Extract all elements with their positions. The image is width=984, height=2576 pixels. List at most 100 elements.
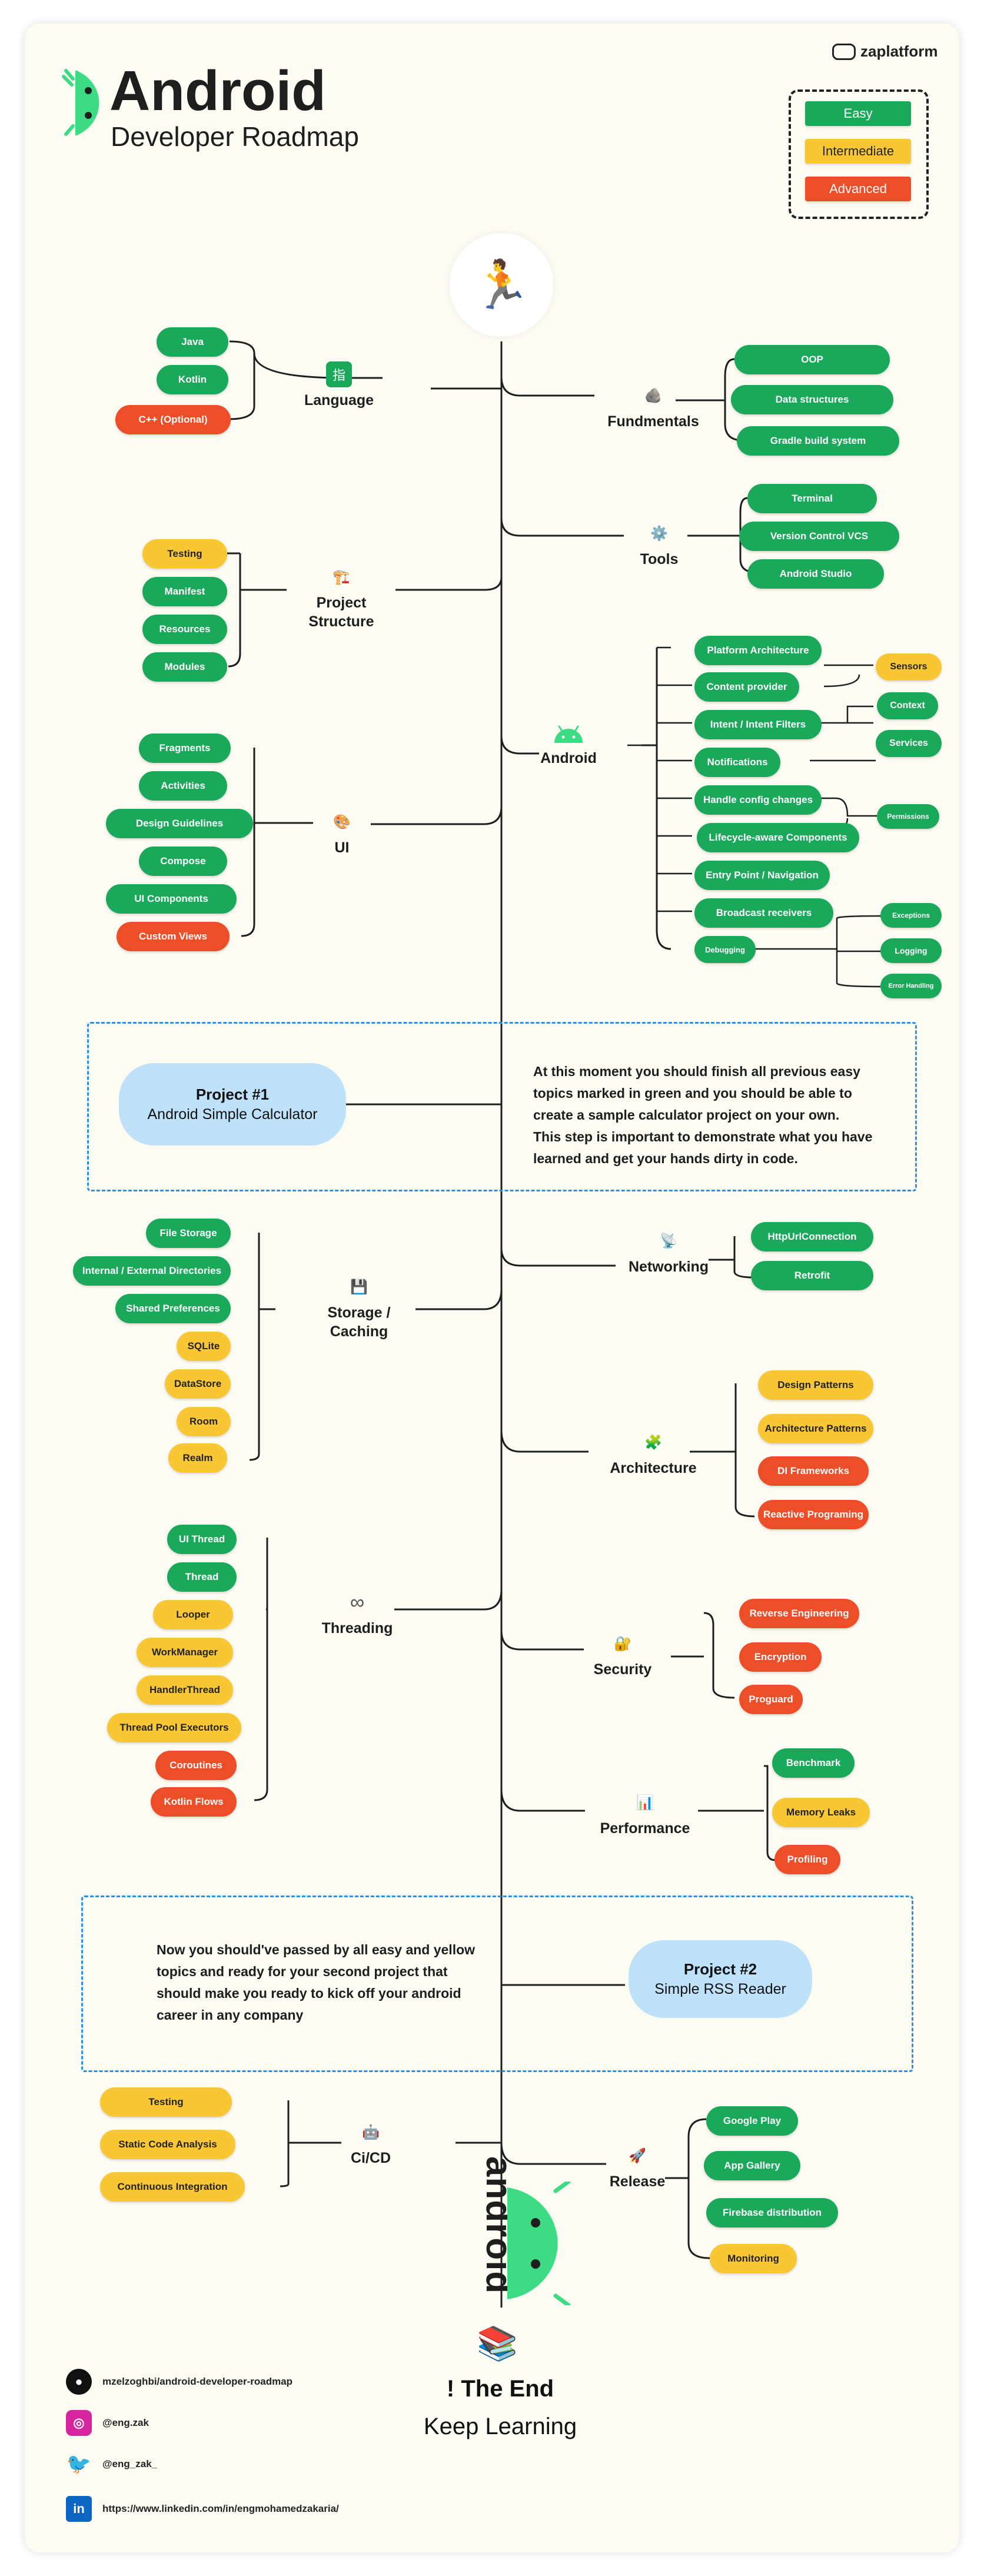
project-2-line: Now you should've passed by all easy and… [157,1942,476,1957]
project-1-pill: Project #1 Android Simple Calculator [119,1063,346,1146]
floppy-icon: 💾 [350,1279,368,1295]
ui-item: Design Guidelines [106,809,253,838]
release-label: Release [609,2173,666,2190]
architecture-item: Architecture Patterns [758,1414,873,1443]
threading-item: Coroutines [155,1751,237,1780]
github-link[interactable]: mzelzoghbi/android-developer-roadmap [102,2376,293,2387]
tools-label: Tools [640,551,679,567]
fundamentals-item: Data structures [731,385,893,414]
security-item: Reverse Engineering [739,1599,859,1628]
threading-item: Thread Pool Executors [107,1713,241,1742]
android-item: Handle config changes [694,785,822,815]
cicd-label: Ci/CD [350,2150,391,2166]
brand-logo: zaplatform [832,42,938,61]
tools-item: Android Studio [747,559,884,589]
fundamentals-label: Fundmentals [607,413,699,430]
project-structure-item: Modules [142,652,227,682]
footer-twitter[interactable]: 🐦 @eng_zak_ [66,2451,157,2477]
project-structure-label-2: Structure [308,613,374,630]
storage-item: Realm [168,1443,227,1473]
books-icon: 📚 [477,2325,518,2362]
debugging-item: Exceptions [880,903,942,928]
project-1-line: topics marked in green and you should be… [533,1085,852,1101]
architecture-item: DI Frameworks [758,1456,869,1486]
android-item: Platform Architecture [694,636,822,665]
page-subtitle: Developer Roadmap [111,121,359,152]
cicd-item: Static Code Analysis [100,2130,235,2159]
project-structure-label-1: Project [316,595,367,611]
release-item: Monitoring [710,2244,797,2273]
project-2-title: Project #2 [683,1960,757,1978]
project-1-text: At this moment you should finish all pre… [533,1061,898,1170]
performance-item: Memory Leaks [772,1798,870,1827]
palette-icon: 🎨 [333,814,351,830]
satellite-icon: 📡 [660,1233,677,1249]
storage-label-2: Caching [330,1323,388,1340]
linkedin-link[interactable]: https://www.linkedin.com/in/engmohamedza… [102,2503,339,2514]
project-1-line: create a sample calculator project on yo… [533,1107,840,1123]
cicd-item: Continuous Integration [100,2172,245,2202]
networking-item: Retrofit [751,1261,873,1290]
android-logo [59,65,115,141]
github-icon: ● [66,2369,92,2395]
android-label: Android [540,750,597,766]
instagram-link[interactable]: @eng.zak [102,2417,149,2428]
end-title: ! The End [446,2376,554,2402]
debugging-item: Logging [880,938,942,963]
project-structure-item: Testing [142,539,227,569]
project-1-subtitle: Android Simple Calculator [147,1106,318,1123]
node-architecture: 🧩 Architecture [589,1429,718,1478]
footer-github[interactable]: ● mzelzoghbi/android-developer-roadmap [66,2369,292,2395]
robot-icon: 🤖 [362,2124,380,2140]
node-ui: 🎨 UI [310,809,374,857]
threading-item: UI Thread [167,1525,237,1554]
project-1-line: This step is important to demonstrate wh… [533,1129,873,1144]
node-performance: 📊 Performance [586,1790,704,1838]
footer-instagram[interactable]: ◎ @eng.zak [66,2410,149,2436]
footer-linkedin[interactable]: in https://www.linkedin.com/in/engmohame… [66,2496,339,2522]
controller-icon [832,43,856,60]
node-security: 🔐 Security [580,1631,665,1679]
rocket-icon: 🚀 [629,2147,646,2164]
node-networking: 📡 Networking [616,1228,722,1276]
android-item: Entry Point / Navigation [694,861,830,890]
storage-item: SQLite [177,1332,231,1361]
android-icon [552,722,585,745]
fundamentals-item: Gradle build system [737,426,899,456]
architecture-item: Design Patterns [758,1370,873,1400]
android-item: Intent / Intent Filters [694,710,822,739]
project-2-subtitle: Simple RSS Reader [654,1981,786,1997]
puzzle-icon: 🧩 [644,1434,662,1450]
project-structure-item: Resources [142,615,227,644]
android-side-item: Services [876,730,942,757]
storage-item: Room [177,1407,231,1436]
release-item: App Gallery [704,2151,800,2180]
legend-intermediate: Intermediate [805,139,911,164]
gear-icon: ⚙️ [650,525,668,542]
node-cicd: 🤖 Ci/CD [341,2119,400,2167]
end-subtitle: Keep Learning [423,2414,577,2439]
android-side-item: Sensors [876,653,942,680]
ui-item: Activities [139,771,227,801]
android-side-item: Permissions [877,804,939,829]
project-2-line: topics and ready for your second project… [157,1964,448,1979]
start-node: 🏃 [450,233,553,337]
storage-label-1: Storage / [327,1304,391,1321]
performance-item: Profiling [774,1845,840,1874]
android-item: Lifecycle-aware Components [697,823,859,852]
architecture-label: Architecture [610,1460,697,1476]
android-head-icon [62,69,99,136]
ui-label: UI [334,839,350,856]
threading-item: Thread [167,1562,237,1592]
lock-icon: 🔐 [614,1635,631,1652]
node-android: Android [533,722,604,768]
ui-item: Custom Views [117,922,230,951]
android-side-item: Context [877,692,938,719]
ui-item: UI Components [106,884,237,914]
fundamentals-item: OOP [734,345,890,374]
twitter-link[interactable]: @eng_zak_ [102,2458,158,2469]
performance-label: Performance [600,1820,690,1837]
storage-item: DataStore [165,1369,231,1399]
linkedin-icon: in [66,2496,92,2522]
tools-item: Terminal [747,484,877,513]
